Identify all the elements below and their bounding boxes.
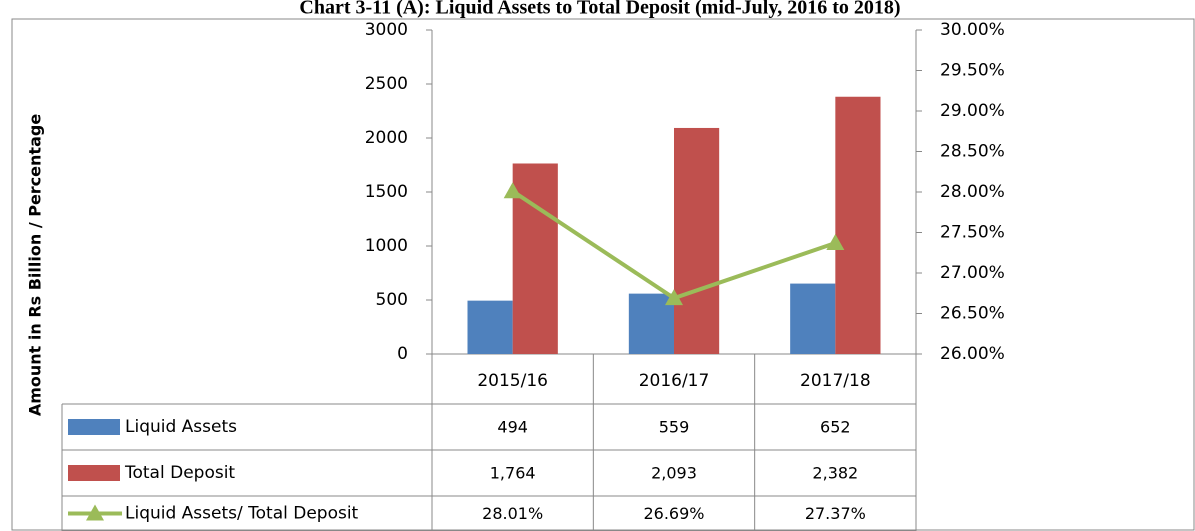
line-marker [665,289,683,306]
bar [467,300,513,354]
legend-key [86,504,104,521]
y-tick-label: 500 [376,290,408,310]
table-cell: 2,382 [812,464,858,483]
bar [790,283,836,354]
bar [674,127,720,355]
x-tick-label: 2015/16 [477,371,548,391]
legend-key [68,465,120,481]
table-cell: 27.37% [805,504,866,523]
y-tick-label: 3000 [365,20,408,40]
legend-label: Liquid Assets/ Total Deposit [125,504,359,524]
y2-tick-label: 27.00% [940,263,1005,283]
chart-frame [11,18,1195,531]
legend-label: Liquid Assets [125,417,237,437]
table-cell: 28.01% [482,504,543,523]
table-cell: 2,093 [651,464,697,483]
y2-tick-label: 28.00% [940,182,1005,202]
x-tick-label: 2016/17 [639,371,710,391]
chart-title: Chart 3-11 (A): Liquid Assets to Total D… [299,0,900,19]
y2-tick-label: 26.50% [940,304,1005,324]
table-cell: 652 [820,418,851,437]
bar [512,163,558,354]
line-marker [503,182,522,199]
legend-label: Total Deposit [124,463,235,483]
table-cell: 494 [497,418,528,437]
y2-tick-label: 27.50% [940,223,1005,243]
y2-tick-label: 29.00% [940,101,1005,121]
y-tick-label: 2500 [365,74,408,94]
y2-tick-label: 26.00% [940,344,1005,364]
bar [835,96,881,354]
y2-tick-label: 29.50% [940,61,1005,81]
y2-tick-label: 30.00% [940,20,1005,40]
y2-tick-label: 28.50% [940,142,1005,162]
y-tick-label: 2000 [365,128,408,148]
x-tick-label: 2017/18 [800,371,871,391]
table-cell: 559 [659,418,690,437]
y-axis-label: Amount in Rs Billion / Percentage [26,114,45,417]
y-tick-label: 1500 [365,182,408,202]
table-cell: 1,764 [490,464,536,483]
line-marker [826,234,845,251]
legend-key [68,419,120,435]
y-tick-label: 0 [397,344,408,364]
table-cell: 26.69% [643,504,704,523]
y-tick-label: 1000 [365,236,408,256]
